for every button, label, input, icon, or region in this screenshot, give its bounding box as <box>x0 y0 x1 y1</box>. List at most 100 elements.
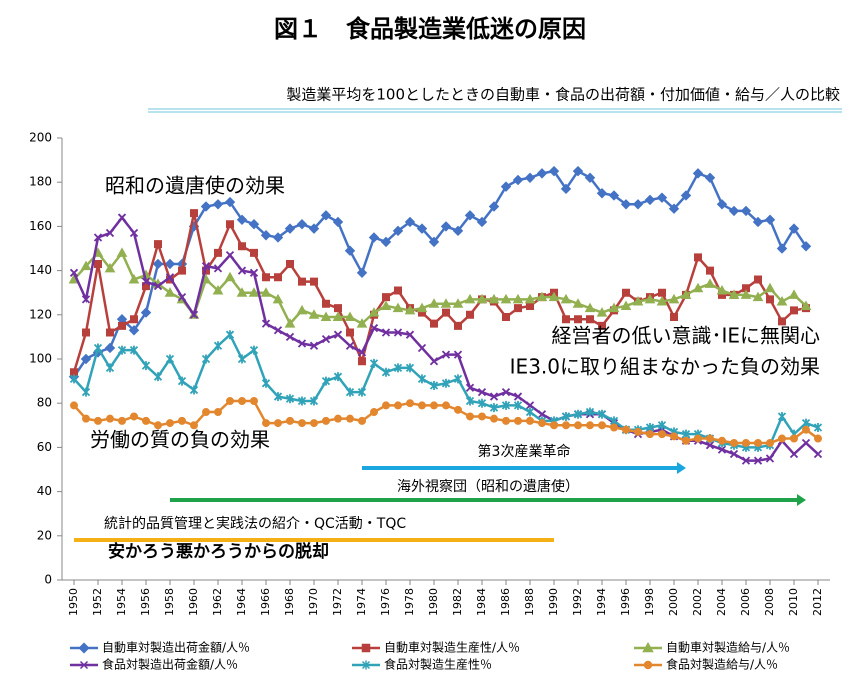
data-point <box>622 288 630 297</box>
data-point <box>670 313 678 322</box>
legend-item: 自動車対製造出荷金額/人％ <box>70 640 250 655</box>
data-point <box>262 419 271 428</box>
data-point <box>118 416 127 425</box>
data-point <box>200 201 212 212</box>
x-tick-label: 1990 <box>547 588 560 616</box>
y-tick-label: 0 <box>44 573 52 587</box>
data-point <box>261 378 271 388</box>
x-tick-label: 2002 <box>691 588 704 616</box>
data-point <box>765 454 775 463</box>
data-point <box>370 408 379 417</box>
data-point <box>512 174 524 186</box>
data-point <box>274 419 283 428</box>
data-point <box>429 357 439 366</box>
data-point <box>584 172 596 183</box>
legend-item: 自動車対製造給与/人％ <box>634 641 790 655</box>
data-point <box>356 267 368 279</box>
data-point <box>466 310 474 319</box>
data-point <box>152 258 164 270</box>
data-point <box>788 289 800 299</box>
data-point <box>597 409 607 419</box>
data-point <box>562 421 571 430</box>
data-point <box>130 315 138 324</box>
y-tick-label: 20 <box>37 528 52 542</box>
data-point <box>226 220 234 229</box>
y-tick-label: 80 <box>37 396 52 410</box>
data-point <box>357 348 367 357</box>
x-tick-label: 2008 <box>763 588 776 616</box>
data-point <box>813 449 823 459</box>
data-point <box>249 345 259 355</box>
data-point <box>814 434 823 443</box>
data-point <box>69 374 79 384</box>
y-tick-label: 120 <box>29 307 52 321</box>
data-point <box>608 190 620 201</box>
data-point <box>525 407 535 417</box>
data-point <box>502 416 511 425</box>
data-point <box>153 372 163 382</box>
data-point <box>514 304 522 313</box>
data-point <box>368 307 380 317</box>
data-point <box>466 412 475 421</box>
data-point <box>297 339 307 348</box>
data-point <box>454 321 462 330</box>
data-point <box>260 230 272 241</box>
data-point <box>118 321 126 330</box>
data-point <box>345 387 355 397</box>
y-tick-label: 60 <box>37 440 52 454</box>
data-point <box>141 361 151 371</box>
data-point <box>298 277 306 286</box>
data-point <box>382 401 391 410</box>
data-point <box>536 291 548 302</box>
data-point <box>334 414 343 423</box>
data-point <box>345 341 355 350</box>
legend-marker <box>79 660 89 670</box>
data-point <box>128 325 140 336</box>
data-point <box>286 416 295 425</box>
y-tick-label: 200 <box>29 131 52 145</box>
x-tick-label: 1988 <box>523 588 536 616</box>
data-point <box>417 374 427 384</box>
legend-marker <box>361 643 371 653</box>
data-point <box>476 216 488 228</box>
data-point <box>440 221 452 232</box>
data-point <box>800 300 812 310</box>
x-tick-label: 1980 <box>427 588 440 616</box>
data-point <box>190 421 199 430</box>
data-point <box>262 273 270 282</box>
y-tick-label: 100 <box>29 352 52 366</box>
data-point <box>82 328 90 337</box>
data-point <box>502 313 510 322</box>
data-point <box>297 396 307 406</box>
data-point <box>692 282 704 293</box>
data-point <box>658 430 667 439</box>
data-point <box>742 438 751 447</box>
data-point <box>189 385 199 395</box>
data-point <box>560 183 572 195</box>
data-point <box>164 287 176 297</box>
data-point <box>320 210 332 221</box>
data-point <box>284 318 296 328</box>
data-point <box>644 194 656 206</box>
x-tick-label: 1974 <box>355 588 368 616</box>
span-label: 海外視察団（昭和の遺唐使） <box>397 478 579 495</box>
data-point <box>165 354 175 364</box>
data-point <box>322 416 331 425</box>
data-point <box>441 350 451 359</box>
data-point <box>178 266 186 275</box>
data-point <box>706 434 715 443</box>
data-point <box>729 449 739 459</box>
legend-marker <box>643 660 653 670</box>
data-point <box>538 419 547 428</box>
data-point <box>752 291 764 302</box>
data-point <box>212 284 224 295</box>
data-point <box>525 401 535 410</box>
x-tick-label: 1964 <box>235 588 248 616</box>
data-point <box>250 396 259 405</box>
data-point <box>368 232 380 243</box>
span-label: 統計的品質管理と実践法の紹介・QC活動・TQC <box>104 516 406 532</box>
data-point <box>477 398 487 408</box>
data-point <box>706 266 714 275</box>
data-point <box>454 405 463 414</box>
